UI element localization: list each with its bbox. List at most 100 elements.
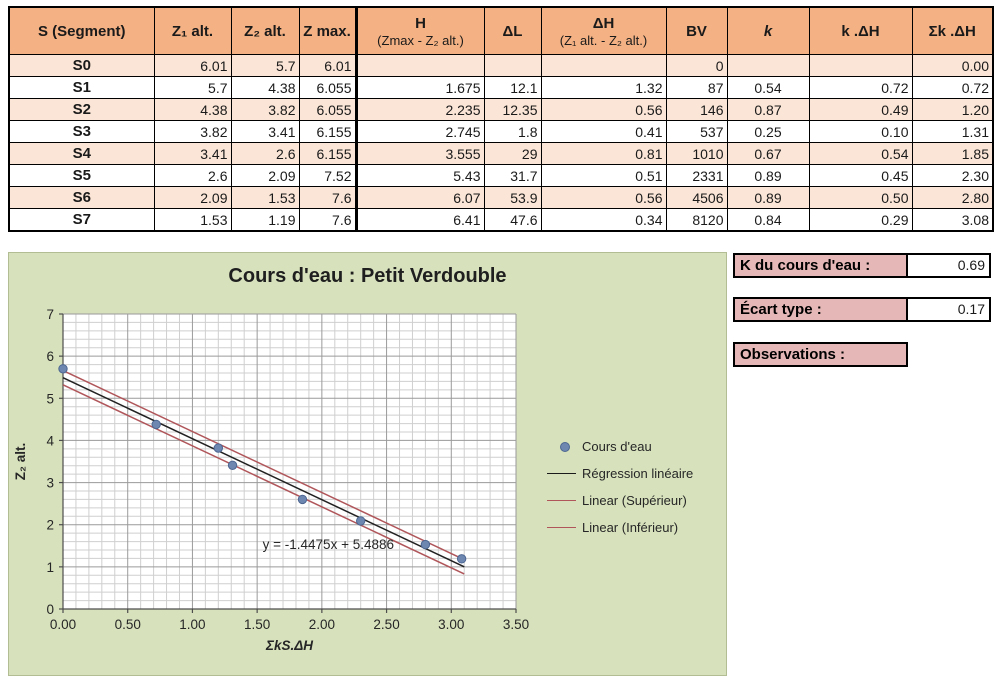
value-cell[interactable]: 0.49 bbox=[808, 98, 913, 121]
value-cell[interactable]: 1.31 bbox=[911, 120, 994, 143]
value-cell[interactable] bbox=[726, 54, 810, 77]
value-cell[interactable]: 6.055 bbox=[298, 98, 357, 121]
value-cell[interactable]: 1.8 bbox=[483, 120, 542, 143]
col-header-8[interactable]: k bbox=[726, 6, 810, 55]
value-cell[interactable]: 1.32 bbox=[540, 76, 667, 99]
value-cell[interactable]: 4.38 bbox=[153, 98, 232, 121]
value-cell[interactable]: 146 bbox=[665, 98, 728, 121]
segment-cell[interactable]: S7 bbox=[8, 208, 155, 232]
value-cell[interactable]: 2.745 bbox=[354, 120, 485, 143]
value-cell[interactable]: 2.6 bbox=[153, 164, 232, 187]
value-cell[interactable]: 47.6 bbox=[483, 208, 542, 232]
value-cell[interactable]: 0.45 bbox=[808, 164, 913, 187]
col-header-3[interactable]: Z max. bbox=[298, 6, 357, 55]
value-cell[interactable]: 0.10 bbox=[808, 120, 913, 143]
value-cell[interactable]: 6.01 bbox=[298, 54, 357, 77]
value-cell[interactable]: 0.81 bbox=[540, 142, 667, 165]
value-cell[interactable]: 87 bbox=[665, 76, 728, 99]
value-cell[interactable]: 0.25 bbox=[726, 120, 810, 143]
value-cell[interactable]: 0.89 bbox=[726, 164, 810, 187]
value-cell[interactable]: 6.055 bbox=[298, 76, 357, 99]
value-cell[interactable]: 2.235 bbox=[354, 98, 485, 121]
col-header-0[interactable]: S (Segment) bbox=[8, 6, 155, 55]
col-header-6[interactable]: ΔH (Z₁ alt. - Z₂ alt.) bbox=[540, 6, 667, 55]
value-cell[interactable]: 5.43 bbox=[354, 164, 485, 187]
value-cell[interactable]: 0.50 bbox=[808, 186, 913, 209]
value-cell[interactable]: 0.54 bbox=[808, 142, 913, 165]
value-cell[interactable] bbox=[483, 54, 542, 77]
value-cell[interactable]: 8120 bbox=[665, 208, 728, 232]
value-cell[interactable]: 4506 bbox=[665, 186, 728, 209]
value-cell[interactable]: 29 bbox=[483, 142, 542, 165]
value-cell[interactable] bbox=[354, 54, 485, 77]
segment-cell[interactable]: S1 bbox=[8, 76, 155, 99]
value-cell[interactable]: 12.35 bbox=[483, 98, 542, 121]
value-cell[interactable]: 0.84 bbox=[726, 208, 810, 232]
value-cell[interactable]: 1010 bbox=[665, 142, 728, 165]
value-cell[interactable]: 6.155 bbox=[298, 142, 357, 165]
value-cell[interactable]: 0.29 bbox=[808, 208, 913, 232]
value-cell[interactable]: 1.53 bbox=[230, 186, 300, 209]
value-cell[interactable]: 7.6 bbox=[298, 208, 357, 232]
k-cours-deau-value[interactable]: 0.69 bbox=[906, 253, 991, 278]
chart-panel[interactable]: Cours d'eau : Petit Verdouble 0.00 0.50 1.… bbox=[8, 252, 727, 676]
value-cell[interactable]: 6.01 bbox=[153, 54, 232, 77]
value-cell[interactable]: 4.38 bbox=[230, 76, 300, 99]
col-header-7[interactable]: BV bbox=[665, 6, 728, 55]
value-cell[interactable]: 6.07 bbox=[354, 186, 485, 209]
value-cell[interactable]: 1.19 bbox=[230, 208, 300, 232]
value-cell[interactable]: 3.08 bbox=[911, 208, 994, 232]
value-cell[interactable]: 3.82 bbox=[153, 120, 232, 143]
value-cell[interactable]: 2.6 bbox=[230, 142, 300, 165]
value-cell[interactable]: 0.87 bbox=[726, 98, 810, 121]
value-cell[interactable]: 7.6 bbox=[298, 186, 357, 209]
value-cell[interactable]: 0.54 bbox=[726, 76, 810, 99]
value-cell[interactable]: 2.80 bbox=[911, 186, 994, 209]
value-cell[interactable]: 0.89 bbox=[726, 186, 810, 209]
value-cell[interactable] bbox=[540, 54, 667, 77]
value-cell[interactable]: 0 bbox=[665, 54, 728, 77]
value-cell[interactable]: 2.09 bbox=[153, 186, 232, 209]
value-cell[interactable]: 0.56 bbox=[540, 186, 667, 209]
col-header-4[interactable]: H (Zmax - Z₂ alt.) bbox=[354, 6, 485, 55]
value-cell[interactable]: 5.7 bbox=[153, 76, 232, 99]
value-cell[interactable] bbox=[808, 54, 913, 77]
value-cell[interactable]: 1.675 bbox=[354, 76, 485, 99]
col-header-5[interactable]: ΔL bbox=[483, 6, 542, 55]
value-cell[interactable]: 1.20 bbox=[911, 98, 994, 121]
value-cell[interactable]: 0.00 bbox=[911, 54, 994, 77]
value-cell[interactable]: 0.41 bbox=[540, 120, 667, 143]
value-cell[interactable]: 537 bbox=[665, 120, 728, 143]
col-header-9[interactable]: k .ΔH bbox=[808, 6, 913, 55]
value-cell[interactable]: 3.41 bbox=[230, 120, 300, 143]
value-cell[interactable]: 0.72 bbox=[808, 76, 913, 99]
segment-cell[interactable]: S5 bbox=[8, 164, 155, 187]
value-cell[interactable]: 6.41 bbox=[354, 208, 485, 232]
segment-cell[interactable]: S3 bbox=[8, 120, 155, 143]
value-cell[interactable]: 53.9 bbox=[483, 186, 542, 209]
col-header-2[interactable]: Z₂ alt. bbox=[230, 6, 300, 55]
value-cell[interactable]: 2.09 bbox=[230, 164, 300, 187]
col-header-1[interactable]: Z₁ alt. bbox=[153, 6, 232, 55]
value-cell[interactable]: 1.53 bbox=[153, 208, 232, 232]
value-cell[interactable]: 3.555 bbox=[354, 142, 485, 165]
value-cell[interactable]: 12.1 bbox=[483, 76, 542, 99]
value-cell[interactable]: 3.82 bbox=[230, 98, 300, 121]
value-cell[interactable]: 5.7 bbox=[230, 54, 300, 77]
value-cell[interactable]: 6.155 bbox=[298, 120, 357, 143]
segment-cell[interactable]: S4 bbox=[8, 142, 155, 165]
value-cell[interactable]: 0.34 bbox=[540, 208, 667, 232]
value-cell[interactable]: 7.52 bbox=[298, 164, 357, 187]
segment-cell[interactable]: S0 bbox=[8, 54, 155, 77]
value-cell[interactable]: 3.41 bbox=[153, 142, 232, 165]
col-header-10[interactable]: Σk .ΔH bbox=[911, 6, 994, 55]
value-cell[interactable]: 0.51 bbox=[540, 164, 667, 187]
value-cell[interactable]: 2.30 bbox=[911, 164, 994, 187]
ecart-type-value[interactable]: 0.17 bbox=[906, 297, 991, 322]
value-cell[interactable]: 0.72 bbox=[911, 76, 994, 99]
value-cell[interactable]: 31.7 bbox=[483, 164, 542, 187]
value-cell[interactable]: 2331 bbox=[665, 164, 728, 187]
segment-cell[interactable]: S6 bbox=[8, 186, 155, 209]
segment-cell[interactable]: S2 bbox=[8, 98, 155, 121]
value-cell[interactable]: 1.85 bbox=[911, 142, 994, 165]
